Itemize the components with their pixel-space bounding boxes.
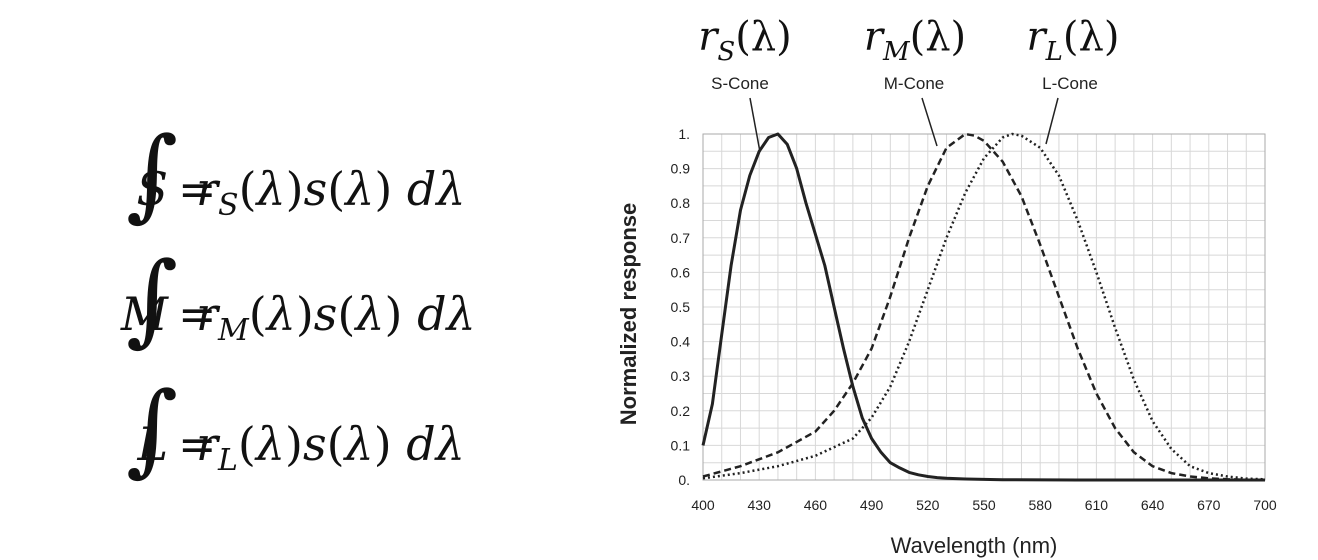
x-tick-label: 670 [1197,497,1221,513]
x-tick-label: 610 [1085,497,1109,513]
series-line-m-cone [702,132,1266,482]
y-tick-label: 0.2 [671,403,691,419]
equals-sign: = [178,287,217,341]
equation-m: M = ∫ rM(λ)s(λ) dλ [0,249,560,375]
x-tick-label: 430 [748,497,772,513]
x-axis-label: Wavelength (nm) [891,533,1058,558]
equation-s: S = ∫ rS(λ)s(λ) dλ [0,124,560,250]
y-tick-label: 0.8 [671,195,691,211]
equals-sign: = [178,162,217,216]
function-label-arg: (λ) [1063,14,1120,60]
equation-lhs: S [136,162,168,216]
y-tick-label: 0.4 [671,334,691,350]
equation-lhs: M [120,287,168,341]
y-tick-label: 0.5 [671,299,691,315]
equation-rhs: rL(λ)s(λ) dλ [196,417,465,479]
function-label-base: r [1027,14,1049,60]
function-label-l: rL(λ) [1027,14,1120,67]
function-label-subscript: L [1045,37,1063,67]
x-tick-label: 580 [1029,497,1053,513]
function-label-s: rS(λ) [698,14,792,67]
integral-sign: ∫ [126,370,179,487]
y-tick-label: 1. [678,126,690,142]
equation-lhs: L [137,417,168,471]
y-tick-label: 0.7 [671,230,691,246]
integral-sign: ∫ [126,240,179,357]
y-tick-label: 0.3 [671,368,691,384]
equation-subscript: M [218,313,249,349]
equation-l: L = ∫ rL(λ)s(λ) dλ [0,379,560,505]
y-axis-label: Normalized response [616,203,641,426]
equation-subscript: L [218,443,238,479]
function-label-subscript: S [717,37,735,67]
function-label-subscript: M [882,37,911,67]
cone-pointer-l [1045,97,1059,145]
x-tick-label: 520 [916,497,940,513]
series-line-l-cone [702,132,1266,481]
cone-pointer-m [921,97,938,147]
function-label-arg: (λ) [910,14,967,60]
cone-label-s: S-Cone [711,74,769,93]
y-tick-label: 0.1 [671,437,691,453]
series-line-s-cone [701,132,1265,482]
x-tick-label: 490 [860,497,884,513]
y-tick-label: 0.6 [671,264,691,280]
equation-rhs: rS(λ)s(λ) dλ [196,162,466,224]
function-label-arg: (λ) [735,14,792,60]
x-tick-label: 550 [972,497,996,513]
cone-pointer-s [749,97,761,153]
x-tick-label: 700 [1253,497,1277,513]
equation-subscript: S [218,188,239,224]
function-label-base: r [864,14,886,60]
integral-sign: ∫ [126,115,179,232]
cone-label-l: L-Cone [1042,74,1098,93]
function-label-m: rM(λ) [864,14,966,67]
x-tick-label: 640 [1141,497,1165,513]
y-tick-label: 0. [678,472,690,488]
equation-rhs: rM(λ)s(λ) dλ [196,287,476,349]
cone-label-m: M-Cone [884,74,944,93]
x-tick-label: 400 [691,497,715,513]
x-tick-label: 460 [804,497,828,513]
equals-sign: = [178,417,217,471]
function-label-base: r [698,14,720,60]
y-tick-label: 0.9 [671,161,691,177]
